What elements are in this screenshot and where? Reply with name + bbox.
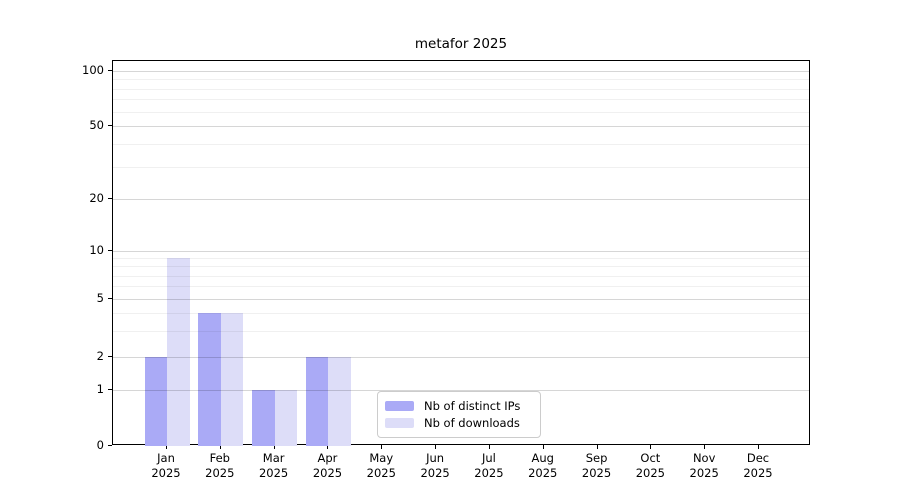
major-gridline [113, 126, 809, 127]
x-tick-year: 2025 [366, 466, 396, 480]
bars-layer [113, 61, 809, 446]
x-tick-year: 2025 [205, 466, 235, 480]
x-tick-month: Jul [481, 451, 496, 465]
x-tick-month: Nov [692, 451, 716, 465]
x-tick-mark [596, 445, 598, 449]
x-tick-year: 2025 [474, 466, 504, 480]
x-tick-year: 2025 [581, 466, 612, 480]
x-tick-year: 2025 [420, 466, 450, 480]
minor-gridline [113, 275, 809, 277]
x-tick-label: Jan 2025 [139, 451, 193, 481]
bar-distinct-ips [252, 390, 275, 446]
y-tick-label: 1 [96, 382, 104, 396]
major-gridline [113, 199, 809, 200]
x-tick-label: Jul 2025 [462, 451, 516, 481]
x-tick-month: Dec [746, 451, 770, 465]
x-tick-label: Feb 2025 [193, 451, 247, 481]
bar-downloads [274, 390, 298, 446]
x-tick-month: Jan [157, 451, 175, 465]
legend-label-distinct-ips: Nb of distinct IPs [424, 398, 521, 413]
y-tick-label: 20 [89, 191, 104, 205]
x-tick-mark [381, 445, 383, 449]
x-tick-label: Mar 2025 [247, 451, 301, 481]
x-tick-label: Nov 2025 [677, 451, 731, 481]
x-tick-month: Mar [262, 451, 285, 465]
minor-gridline [113, 313, 809, 315]
legend-swatch-downloads [385, 418, 414, 429]
x-tick-month: Aug [531, 451, 554, 465]
x-tick-year: 2025 [312, 466, 343, 480]
bar-distinct-ips [144, 357, 167, 446]
x-tick-label: Dec 2025 [731, 451, 785, 481]
x-tick-month: May [369, 451, 394, 465]
x-tick-mark [704, 445, 706, 449]
x-tick-month: Feb [209, 451, 230, 465]
major-gridline [113, 299, 809, 300]
x-tick-label: Oct 2025 [623, 451, 677, 481]
chart-title: metafor 2025 [414, 36, 508, 52]
plot-area [112, 60, 810, 446]
y-tick-label: 5 [96, 291, 104, 305]
grid-layer [113, 61, 809, 444]
legend: Nb of distinct IPs Nb of downloads [377, 391, 541, 438]
legend-item-downloads: Nb of downloads [385, 415, 532, 431]
minor-gridline [113, 88, 809, 90]
x-tick-year: 2025 [635, 466, 665, 480]
x-tick-mark [435, 445, 437, 449]
legend-label-downloads: Nb of downloads [424, 416, 520, 431]
bar-downloads [220, 313, 244, 446]
minor-gridline [113, 99, 809, 101]
minor-gridline [113, 166, 809, 168]
x-tick-month: Oct [640, 451, 661, 465]
major-gridline [113, 251, 809, 252]
x-tick-mark [488, 445, 490, 449]
bar-downloads [167, 258, 190, 446]
x-tick-label: May 2025 [354, 451, 408, 481]
y-tick-mark [108, 445, 112, 446]
legend-swatch-distinct-ips [385, 400, 414, 411]
x-tick-month: Apr [317, 451, 338, 465]
y-tick-label: 10 [89, 243, 104, 257]
bar-downloads [328, 357, 351, 446]
legend-item-distinct-ips: Nb of distinct IPs [385, 398, 532, 414]
minor-gridline [113, 331, 809, 333]
bar-distinct-ips [198, 313, 221, 446]
major-gridline [113, 71, 809, 72]
x-tick-year: 2025 [689, 466, 719, 480]
x-tick-label: Apr 2025 [300, 451, 354, 481]
minor-gridline [113, 111, 809, 113]
x-tick-month: Sep [585, 451, 608, 465]
major-gridline [113, 357, 809, 358]
y-tick-label: 2 [96, 349, 104, 363]
minor-gridline [113, 286, 809, 288]
x-tick-label: Sep 2025 [570, 451, 624, 481]
y-tick-label: 100 [82, 63, 104, 77]
minor-gridline [113, 143, 809, 145]
major-gridline [113, 390, 809, 391]
x-tick-year: 2025 [528, 466, 558, 480]
x-tick-mark [650, 445, 652, 449]
x-tick-year: 2025 [743, 466, 773, 480]
minor-gridline [113, 79, 809, 81]
x-tick-label: Jun 2025 [408, 451, 462, 481]
x-tick-year: 2025 [258, 466, 289, 480]
x-tick-label: Aug 2025 [516, 451, 570, 481]
minor-gridline [113, 266, 809, 268]
y-tick-label: 50 [89, 118, 104, 132]
minor-gridline [113, 258, 809, 260]
x-tick-mark [758, 445, 759, 449]
x-tick-year: 2025 [151, 466, 181, 480]
x-tick-month: Jun [426, 451, 445, 465]
bar-distinct-ips [305, 357, 329, 446]
x-tick-mark [542, 445, 544, 449]
y-tick-label: 0 [96, 438, 104, 452]
